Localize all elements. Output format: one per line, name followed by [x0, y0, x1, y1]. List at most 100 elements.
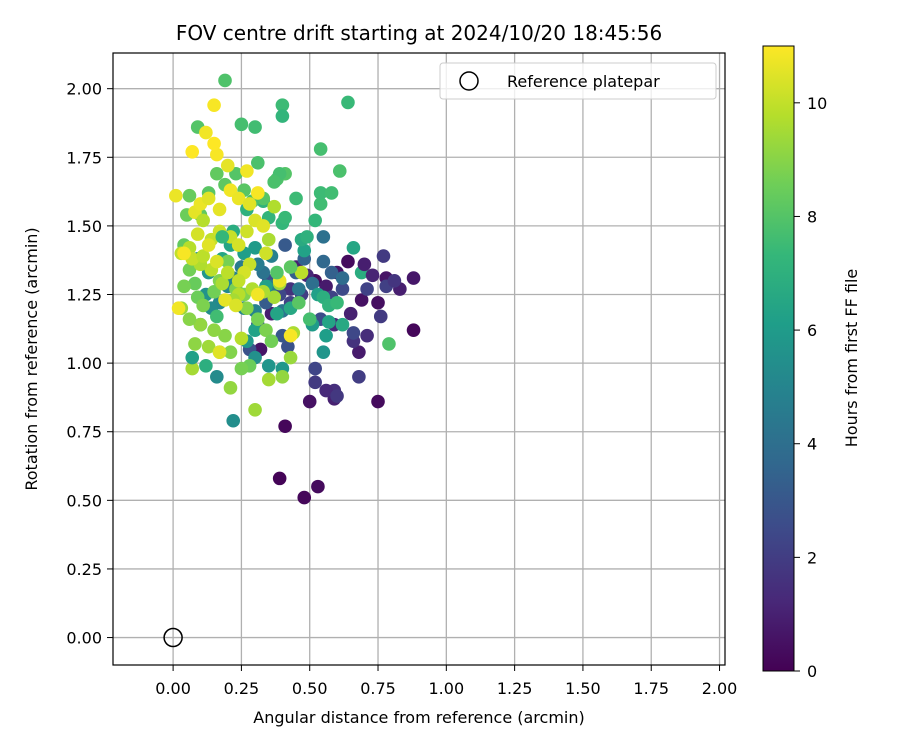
data-point: [210, 370, 224, 384]
data-point: [259, 323, 273, 337]
reference-platepar-marker: [163, 627, 183, 648]
data-point: [289, 191, 303, 206]
data-point: [311, 479, 325, 494]
x-tick-label: 1.00: [429, 679, 465, 698]
data-point: [218, 73, 232, 88]
data-point: [283, 328, 298, 343]
data-point: [291, 282, 306, 296]
y-axis-ticks: 0.00 0.25 0.50 0.75 1.00 1.25 1.50 1.75 2.00: [66, 80, 113, 648]
y-tick-label: 1.75: [66, 148, 102, 167]
data-point: [264, 334, 279, 348]
colorbar-label: Hours from first FF file: [842, 269, 861, 448]
data-point: [352, 345, 366, 359]
data-point: [261, 232, 276, 247]
data-point: [335, 271, 350, 285]
data-point: [169, 188, 183, 203]
data-point: [251, 155, 265, 170]
data-point: [261, 359, 276, 373]
data-point: [231, 273, 246, 288]
data-point: [212, 202, 227, 217]
data-point: [305, 276, 320, 291]
data-point: [171, 301, 186, 316]
colorbar-tick-label: 10: [807, 94, 827, 113]
data-point: [308, 375, 322, 390]
data-point: [251, 186, 265, 200]
data-point: [278, 419, 292, 434]
colorbar-bar: [762, 45, 795, 672]
data-point: [360, 328, 374, 343]
data-point: [316, 254, 331, 269]
data-point: [251, 287, 265, 302]
data-point: [229, 166, 243, 181]
data-point: [196, 249, 210, 263]
x-tick-label: 0.50: [292, 679, 328, 698]
data-point: [220, 254, 235, 269]
x-tick-label: 1.75: [633, 679, 669, 698]
plot-frame: [112, 52, 726, 666]
data-point: [278, 210, 292, 225]
data-point: [319, 383, 333, 398]
data-point: [341, 254, 355, 269]
colorbar-ticks: 0 2 4 6 8 10: [794, 94, 827, 681]
data-point: [275, 98, 290, 112]
data-point: [300, 230, 314, 244]
data-point: [207, 323, 221, 337]
data-point: [322, 315, 336, 329]
data-point: [207, 136, 221, 151]
data-point: [316, 345, 331, 359]
y-axis-label: Rotation from reference (arcmin): [22, 227, 41, 490]
data-point: [281, 339, 295, 354]
data-point: [207, 284, 221, 299]
data-point: [226, 413, 241, 428]
y-tick-label: 2.00: [66, 80, 102, 99]
x-tick-label: 0.75: [360, 679, 396, 698]
data-point: [270, 306, 284, 321]
data-point: [185, 144, 200, 159]
data-point: [223, 345, 238, 359]
colorbar-tick-label: 2: [807, 548, 817, 567]
legend: Reference platepar: [439, 62, 717, 100]
data-point: [223, 381, 238, 395]
data-point: [313, 142, 328, 156]
data-point: [240, 164, 254, 178]
data-point: [196, 298, 210, 313]
y-tick-label: 1.50: [66, 217, 102, 236]
data-point: [371, 295, 385, 310]
x-axis-label: Angular distance from reference (arcmin): [253, 708, 584, 727]
data-point: [324, 186, 339, 200]
data-point: [185, 350, 200, 365]
y-tick-label: 1.00: [66, 354, 102, 373]
data-point: [324, 265, 339, 280]
data-point: [182, 188, 197, 203]
data-point: [294, 265, 309, 280]
data-point: [231, 191, 246, 206]
data-point: [215, 230, 230, 244]
x-tick-label: 0.25: [224, 679, 260, 698]
data-point: [354, 293, 369, 307]
data-point: [261, 372, 276, 387]
data-point: [190, 227, 205, 241]
x-tick-label: 1.50: [565, 679, 601, 698]
data-point: [406, 271, 421, 285]
data-point: [251, 312, 265, 327]
data-point: [406, 323, 421, 337]
data-point: [302, 394, 317, 409]
data-point: [308, 361, 322, 376]
x-tick-label: 2.00: [702, 679, 738, 698]
data-point: [291, 295, 306, 310]
data-point: [319, 279, 333, 294]
data-point: [302, 312, 317, 327]
data-point: [201, 191, 216, 206]
data-points: [169, 73, 421, 505]
data-point: [267, 175, 281, 189]
data-point: [218, 328, 232, 343]
data-point: [283, 260, 298, 274]
colorbar-tick-label: 4: [807, 435, 817, 454]
data-point: [341, 95, 355, 110]
data-point: [182, 263, 197, 277]
data-point: [220, 158, 235, 173]
data-point: [210, 147, 224, 162]
data-point: [330, 389, 344, 403]
data-point: [229, 298, 243, 313]
